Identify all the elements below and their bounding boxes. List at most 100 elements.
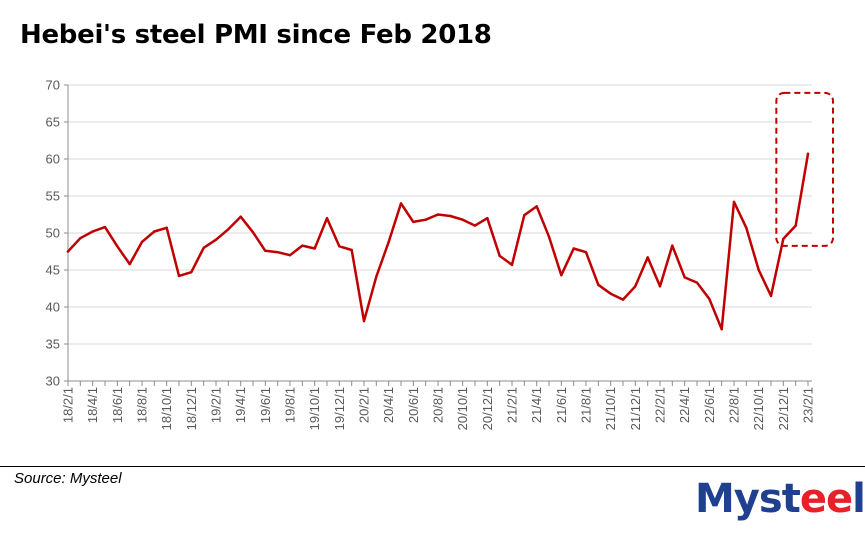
- data-point: [412, 220, 415, 224]
- source-note: Source: Mysteel: [14, 470, 122, 487]
- x-tick-label: 21/8/1: [579, 387, 594, 423]
- data-point: [634, 285, 637, 288]
- y-tick-label: 35: [46, 337, 60, 352]
- data-point: [510, 263, 514, 267]
- x-tick-label: 20/10/1: [455, 387, 470, 430]
- data-point: [498, 254, 501, 258]
- highlight-layer: [775, 91, 834, 247]
- y-tick-label: 30: [46, 374, 60, 389]
- x-tick-label: 22/2/1: [653, 387, 668, 423]
- data-point: [486, 217, 489, 220]
- data-point: [671, 244, 674, 247]
- data-point: [523, 214, 526, 217]
- y-tick-label: 40: [46, 300, 60, 315]
- highlight-box: [775, 91, 834, 247]
- x-tick-labels: 18/2/1 18/4/1 18/6/1 18/8/1 18/10/1 18/12/1 19…: [61, 387, 816, 430]
- x-tick-label: 18/6/1: [110, 387, 125, 423]
- data-point: [572, 247, 575, 250]
- data-point: [560, 273, 563, 277]
- x-tick-label: 18/4/1: [85, 387, 100, 423]
- data-point: [91, 230, 94, 233]
- data-point: [597, 283, 600, 286]
- data-point: [794, 224, 797, 227]
- x-tick-label: 20/2/1: [357, 387, 372, 423]
- data-point: [399, 202, 403, 205]
- data-point: [683, 276, 686, 279]
- x-tick-label: 21/4/1: [529, 387, 544, 423]
- data-point: [547, 235, 551, 238]
- data-point: [720, 328, 723, 331]
- data-point: [745, 226, 748, 230]
- data-point: [202, 246, 205, 249]
- x-tick-label: 22/4/1: [677, 387, 692, 423]
- data-point: [806, 152, 810, 156]
- data-point: [757, 268, 760, 272]
- data-point: [79, 236, 82, 240]
- chart-title: Hebei's steel PMI since Feb 2018: [20, 20, 492, 50]
- y-tick-label: 70: [46, 78, 60, 93]
- data-point: [140, 240, 144, 244]
- data-point: [362, 319, 366, 323]
- x-tick-label: 21/12/1: [628, 387, 643, 430]
- data-point: [695, 281, 699, 284]
- x-tick-label: 20/8/1: [431, 387, 446, 423]
- x-tick-label: 19/8/1: [283, 387, 298, 423]
- y-tick-label: 65: [46, 115, 60, 130]
- data-point: [165, 226, 168, 230]
- data-point: [153, 230, 156, 233]
- data-point: [313, 247, 316, 250]
- data-point: [177, 274, 181, 278]
- data-point: [769, 294, 773, 298]
- y-tick-label: 45: [46, 263, 60, 278]
- x-tick-label: 22/10/1: [751, 387, 766, 430]
- data-point: [708, 297, 711, 301]
- x-tick-label: 22/12/1: [776, 387, 791, 430]
- y-tick-label: 60: [46, 152, 60, 167]
- data-point: [782, 237, 785, 241]
- x-tick-label: 20/6/1: [406, 387, 421, 423]
- x-tick-label: 18/12/1: [184, 387, 199, 430]
- data-point: [350, 248, 353, 252]
- x-tick-label: 21/6/1: [554, 387, 569, 423]
- x-tick-label: 21/10/1: [603, 387, 618, 430]
- data-point: [301, 244, 304, 247]
- data-point: [424, 218, 427, 221]
- data-point: [387, 240, 390, 244]
- x-tick-label: 18/10/1: [159, 387, 174, 430]
- data-point: [227, 228, 230, 231]
- x-tick-label: 18/8/1: [135, 387, 150, 423]
- mysteel-logo: Mysteel: [695, 476, 865, 522]
- data-point: [66, 250, 70, 253]
- axes: [64, 84, 812, 386]
- data-point: [584, 251, 588, 254]
- x-tick-label: 23/2/1: [801, 387, 816, 423]
- x-tick-label: 19/4/1: [233, 387, 248, 423]
- data-point: [461, 218, 464, 221]
- x-tick-label: 19/10/1: [307, 387, 322, 430]
- data-point: [116, 245, 119, 248]
- x-tick-label: 19/2/1: [209, 387, 224, 423]
- data-point: [190, 271, 193, 274]
- y-tick-labels: 30 35 40 45 50 55 60 65 70: [46, 78, 60, 389]
- data-point: [338, 245, 341, 248]
- y-tick-label: 50: [46, 226, 60, 241]
- series-layer: [66, 152, 810, 331]
- data-point: [621, 298, 625, 301]
- data-point: [128, 262, 131, 266]
- data-point: [732, 200, 736, 204]
- data-point: [658, 285, 662, 288]
- data-point: [103, 225, 107, 229]
- data-point: [375, 275, 378, 278]
- data-point: [288, 254, 292, 257]
- footer-divider: [0, 466, 865, 467]
- x-tick-label: 18/2/1: [61, 387, 76, 423]
- data-point: [449, 214, 452, 218]
- data-point: [325, 217, 329, 220]
- x-tick-label: 20/12/1: [480, 387, 495, 430]
- data-point: [609, 292, 612, 295]
- data-point: [535, 205, 538, 208]
- x-tick-label: 21/2/1: [505, 387, 520, 423]
- series-line: [66, 152, 810, 331]
- data-point: [239, 215, 242, 218]
